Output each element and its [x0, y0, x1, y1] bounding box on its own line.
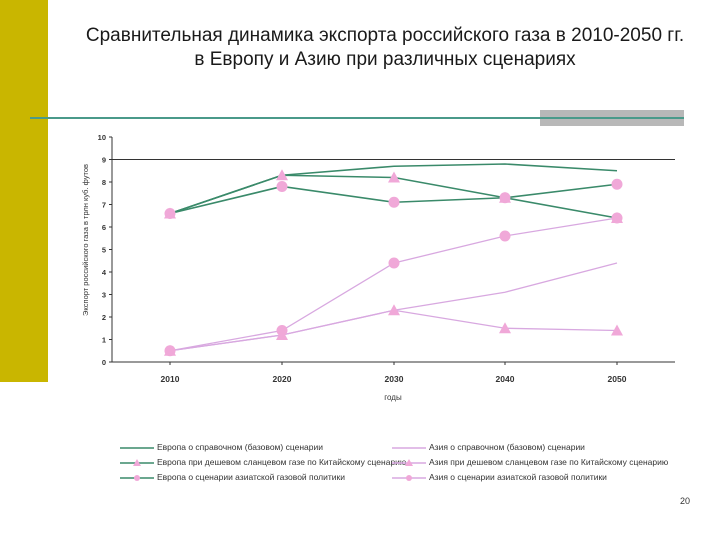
series-4-point-4 [611, 324, 623, 336]
x-tick-label: 2030 [385, 374, 404, 384]
page-number: 20 [679, 496, 690, 506]
y-tick-label: 3 [102, 291, 106, 300]
series-2-point-4 [611, 178, 623, 190]
legend-label: Европа о справочном (базовом) сценарии [157, 442, 323, 452]
y-tick-label: 1 [102, 336, 106, 345]
legend-label: Европа о сценарии азиатской газовой поли… [157, 472, 345, 482]
legend-label: Азия при дешевом сланцевом газе по Китай… [429, 457, 669, 467]
legend-swatch [120, 458, 154, 466]
y-tick-label: 2 [102, 313, 106, 322]
series-lines [169, 163, 618, 352]
y-tick-labels: 0 1 2 3 4 5 6 7 8 9 10 [98, 133, 107, 367]
legend-label: Азия о сценарии азиатской газовой полити… [429, 472, 607, 482]
series-2-point-3 [499, 192, 511, 204]
accent-bar [0, 0, 48, 382]
title-rule [30, 117, 684, 119]
series-4-point-2 [388, 304, 400, 316]
series-2-point-0 [164, 208, 176, 219]
y-tick-label: 10 [98, 133, 106, 142]
y-tick-label: 7 [102, 201, 106, 210]
series-5-point-0 [164, 345, 176, 357]
series-1-point-1 [276, 169, 288, 181]
y-tick-label: 6 [102, 223, 106, 232]
series-line-5 [169, 217, 618, 352]
title-line-2: в Европу и Азию при различных сценариях [194, 49, 576, 70]
axes [109, 136, 675, 365]
legend-swatch [392, 458, 426, 466]
y-tick-label: 5 [102, 246, 106, 255]
legend-swatch [120, 447, 154, 449]
y-axis-label: Экспорт российского газа в трлн куб. фут… [81, 164, 90, 316]
series-5-point-1 [276, 325, 288, 336]
legend-item-1: Европа при дешевом сланцевом газе по Кит… [120, 455, 406, 469]
legend-label: Азия о справочном (базовом) сценарии [429, 442, 585, 452]
series-1-point-2 [388, 171, 400, 183]
legend-item-2: Европа о сценарии азиатской газовой поли… [120, 470, 345, 484]
legend-item-4: Азия при дешевом сланцевом газе по Китай… [392, 455, 668, 469]
x-tick-label: 2040 [496, 374, 515, 384]
series-line-4 [169, 309, 618, 352]
y-tick-label: 8 [102, 178, 106, 187]
legend-item-3: Азия о справочном (базовом) сценарии [392, 440, 585, 454]
x-tick-label: 2010 [161, 374, 180, 384]
legend-item-5: Азия о сценарии азиатской газовой полити… [392, 470, 607, 484]
legend-swatch [392, 447, 426, 449]
series-5-point-3 [499, 230, 511, 242]
series-5-point-2 [388, 257, 400, 269]
series-4-point-3 [499, 322, 511, 334]
y-tick-label: 4 [102, 268, 107, 277]
legend-label: Европа при дешевом сланцевом газе по Кит… [157, 457, 407, 467]
y-tick-label: 9 [102, 156, 106, 165]
y-tick-label: 0 [102, 358, 106, 367]
x-tick-labels: 2010 2020 2030 2040 2050 [161, 374, 627, 384]
slide-title: Сравнительная динамика экспорта российск… [55, 24, 715, 72]
title-line-1: Сравнительная динамика экспорта российск… [85, 25, 685, 46]
series-2-point-1 [276, 181, 288, 192]
legend-item-0: Европа о справочном (базовом) сценарии [120, 440, 323, 454]
series-markers [164, 169, 623, 357]
x-axis-label: годы [384, 393, 402, 402]
legend-swatch [120, 474, 154, 481]
series-5-point-4 [611, 212, 623, 224]
x-tick-label: 2020 [273, 374, 292, 384]
series-2-point-2 [388, 196, 400, 208]
x-tick-label: 2050 [608, 374, 627, 384]
legend-swatch [392, 474, 426, 481]
